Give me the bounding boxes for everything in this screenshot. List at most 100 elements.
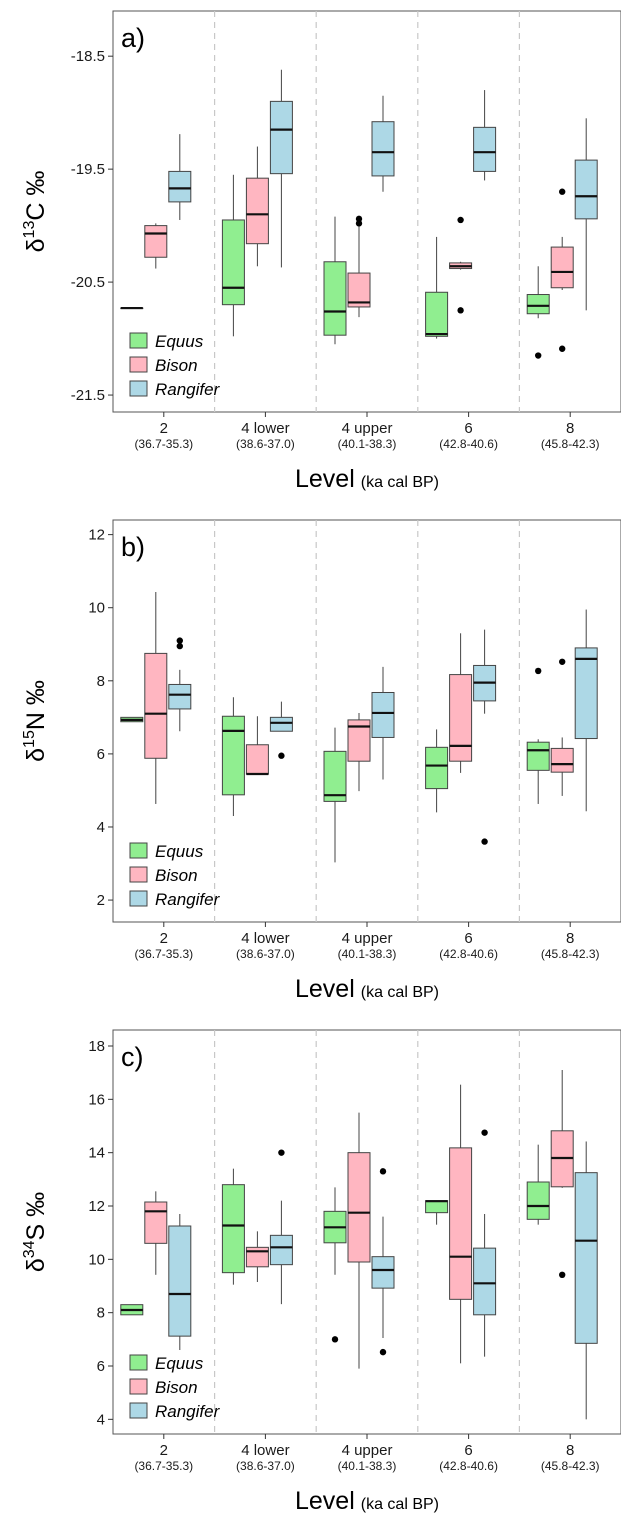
y-axis-title-unit: ‰ <box>22 1192 50 1224</box>
box-equus <box>221 174 245 337</box>
x-axis-title-main: Level <box>295 465 355 493</box>
x-tick-sublabel: (40.1-38.3) <box>338 947 397 961</box>
outlier-point <box>457 216 464 224</box>
y-tick-label: 16 <box>88 1091 105 1108</box>
x-tick-label: 4 upper <box>342 930 393 947</box>
outlier-point <box>535 667 542 675</box>
panel-3: 4 6 8 10 12 14 16 18 2(36.7-35.3) 4 lower(38.6-37… <box>21 1029 621 1513</box>
box-iqr <box>221 715 245 796</box>
y-axis-title-element: N <box>22 712 50 730</box>
legend-label-equus: Equus <box>155 332 204 351</box>
box-bison <box>245 1231 269 1282</box>
x-tick-sublabel: (38.6-37.0) <box>236 947 295 961</box>
box-bison <box>347 1112 371 1369</box>
x-tick-label: 2 <box>160 930 168 947</box>
box-iqr <box>371 121 395 177</box>
box-bison <box>347 215 371 318</box>
panel-label: a) <box>121 23 145 53</box>
plot-area <box>112 10 621 413</box>
box-rangifer <box>473 90 497 181</box>
x-tick-sublabel: (40.1-38.3) <box>338 1459 397 1473</box>
box-rangifer <box>371 1168 395 1356</box>
y-tick-label: 10 <box>88 1251 105 1268</box>
legend-swatch-equus <box>129 332 148 349</box>
box-iqr <box>371 1256 395 1289</box>
legend-label-rangifer: Rangifer <box>155 380 221 399</box>
box-rangifer <box>269 1149 293 1305</box>
y-tick-label: -19.5 <box>71 161 105 178</box>
y-tick-label: 4 <box>97 1411 105 1428</box>
box-iqr <box>245 177 269 245</box>
x-axis-title-unit: (ka cal BP) <box>361 984 439 1001</box>
panel-label: b) <box>121 532 145 562</box>
y-tick-label: -18.5 <box>71 48 105 65</box>
legend-swatch-equus <box>129 842 148 859</box>
y-tick-label: 18 <box>88 1038 105 1055</box>
outlier-point <box>355 220 363 227</box>
x-tick-sublabel: (38.6-37.0) <box>236 1459 295 1473</box>
y-tick-label: 12 <box>88 1198 105 1215</box>
x-axis-title: Level (ka cal BP) <box>295 465 439 493</box>
box-iqr <box>473 1247 497 1316</box>
legend-swatch-rangifer <box>129 380 148 397</box>
legend-label-bison: Bison <box>155 866 198 885</box>
box-rangifer <box>371 666 395 780</box>
box-equus <box>425 1200 449 1225</box>
outlier-point <box>481 838 488 845</box>
box-bison <box>144 223 168 269</box>
box-bison <box>449 633 473 773</box>
box-iqr <box>269 100 293 175</box>
y-tick-label: 6 <box>97 1358 105 1375</box>
x-tick-sublabel: (40.1-38.3) <box>338 437 397 451</box>
x-axis-title-unit: (ka cal BP) <box>361 474 439 491</box>
box-rangifer <box>574 609 598 812</box>
box-iqr <box>425 746 449 790</box>
y-axis-title-unit: ‰ <box>22 171 50 203</box>
legend-swatch-rangifer <box>129 1402 148 1419</box>
box-iqr <box>144 652 168 759</box>
box-equus <box>221 1168 245 1285</box>
box-bison <box>550 188 574 352</box>
box-iqr <box>425 291 449 337</box>
legend-swatch-bison <box>129 356 148 373</box>
box-equus <box>323 1187 347 1343</box>
y-tick-label: 2 <box>97 892 105 909</box>
legend-swatch-equus <box>129 1354 148 1371</box>
box-rangifer <box>574 1141 598 1420</box>
box-equus <box>221 697 245 817</box>
legend-label-bison: Bison <box>155 1378 198 1397</box>
outlier-point <box>278 752 285 759</box>
outlier-point <box>457 307 464 314</box>
y-tick-label: -21.5 <box>71 387 105 404</box>
box-iqr <box>347 719 371 762</box>
box-iqr <box>168 683 192 710</box>
y-tick-label: 8 <box>97 1305 105 1322</box>
box-bison <box>449 1084 473 1364</box>
box-bison <box>347 712 371 792</box>
box-equus <box>120 716 144 723</box>
outlier-point <box>559 1271 566 1279</box>
box-iqr <box>269 1234 293 1266</box>
x-tick-sublabel: (45.8-42.3) <box>541 947 600 961</box>
outlier-point <box>331 1336 339 1343</box>
outlier-point <box>535 352 542 359</box>
box-equus <box>425 236 449 339</box>
x-tick-label: 4 lower <box>241 1442 289 1459</box>
box-iqr <box>245 744 269 775</box>
y-axis-title-delta: δ <box>22 1258 50 1272</box>
y-tick-label: 10 <box>88 600 105 617</box>
y-axis-title: δ13C ‰ <box>21 171 50 253</box>
x-tick-label: 6 <box>464 930 472 947</box>
panel-label: c) <box>121 1042 144 1072</box>
box-rangifer <box>371 95 395 192</box>
box-equus <box>526 266 550 359</box>
y-tick-label: 4 <box>97 819 105 836</box>
legend-label-rangifer: Rangifer <box>155 1402 221 1421</box>
y-axis-title: δ15N ‰ <box>21 680 50 762</box>
legend-label-bison: Bison <box>155 356 198 375</box>
x-tick-sublabel: (36.7-35.3) <box>134 437 193 451</box>
y-tick-label: 6 <box>97 746 105 763</box>
x-tick-label: 8 <box>566 1442 574 1459</box>
y-axis-title-delta: δ <box>22 748 50 762</box>
outlier-point <box>559 345 566 352</box>
